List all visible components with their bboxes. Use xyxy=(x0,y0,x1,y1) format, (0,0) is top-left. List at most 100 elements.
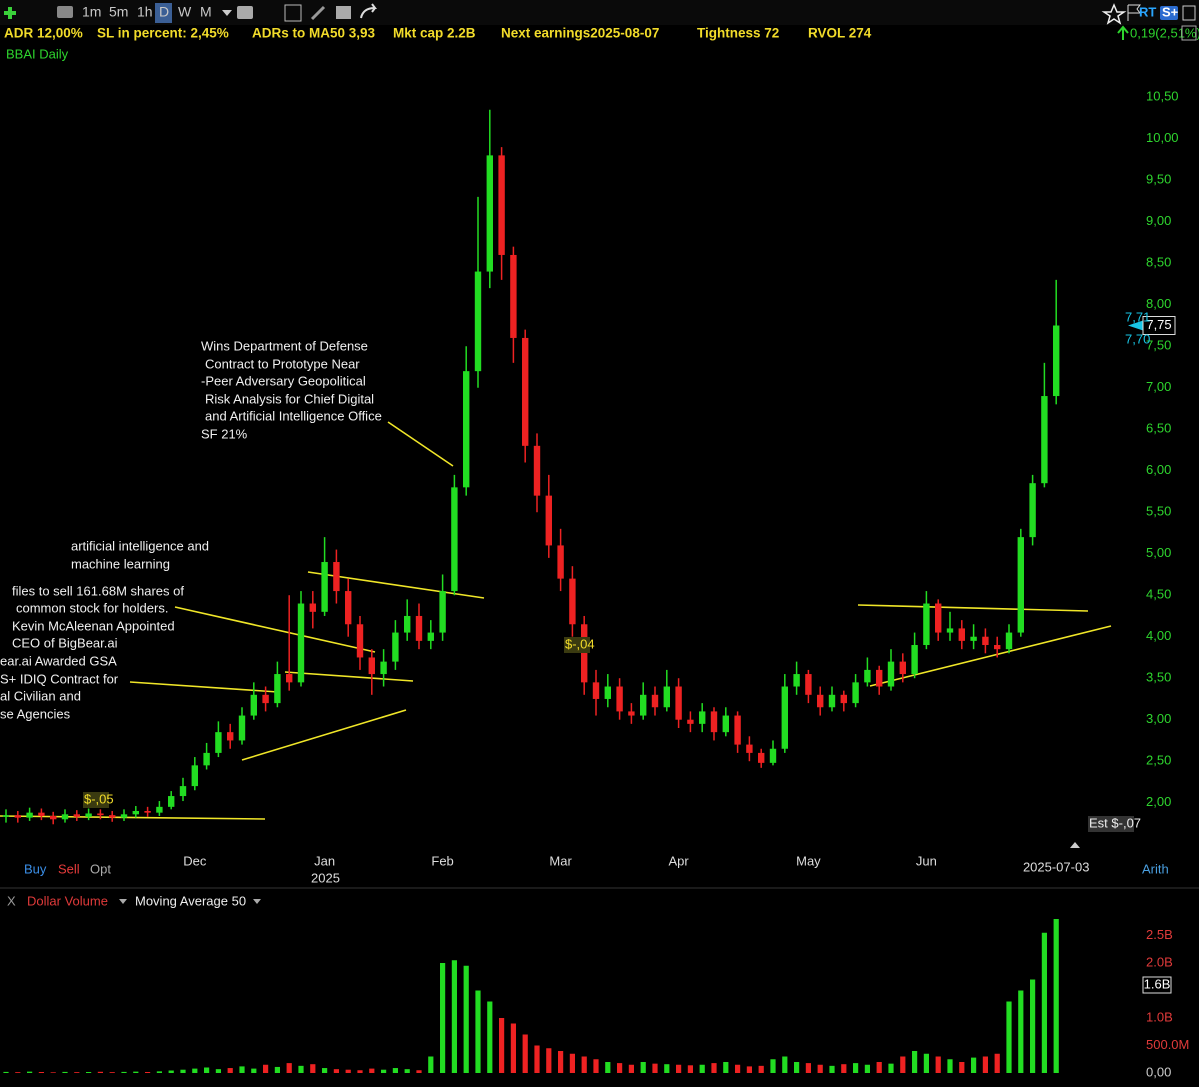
interval-button[interactable]: 5m xyxy=(109,4,128,20)
header-stat: RVOL 274 xyxy=(808,26,872,41)
toolbar xyxy=(0,0,1199,25)
candle-body xyxy=(109,815,116,818)
volume-bar xyxy=(239,1066,245,1073)
draw-icon[interactable] xyxy=(310,5,326,21)
candle-body xyxy=(1041,396,1048,484)
annotation-text: common stock for holders. xyxy=(16,600,168,615)
window-icon[interactable] xyxy=(1182,5,1196,21)
print-icon[interactable] xyxy=(57,6,73,18)
candle-body xyxy=(85,813,92,817)
dropdown-icon[interactable] xyxy=(119,899,127,904)
volume-bar xyxy=(428,1056,434,1073)
volume-bar xyxy=(770,1059,776,1073)
flag-icon[interactable] xyxy=(1127,4,1141,21)
interval-button[interactable]: D xyxy=(159,4,169,20)
candle-body xyxy=(368,657,375,675)
candle-body xyxy=(640,694,647,716)
candle-body xyxy=(616,686,623,712)
share-icon[interactable] xyxy=(360,3,377,19)
add-icon[interactable] xyxy=(4,7,16,19)
volume-bar xyxy=(617,1063,623,1073)
volume-bar xyxy=(168,1070,174,1073)
candle-body xyxy=(97,813,104,816)
candle-body xyxy=(274,674,281,704)
y-tick-label: 4,00 xyxy=(1146,628,1171,643)
volume-bar xyxy=(676,1064,682,1073)
header-stat: Next earnings2025-08-07 xyxy=(501,26,659,41)
header-stat: ADR 12,00% xyxy=(4,26,83,41)
candle-body xyxy=(887,661,895,687)
candle-body xyxy=(592,682,600,699)
volume-bars xyxy=(3,919,1059,1073)
trendline xyxy=(241,709,407,761)
scale-mode[interactable]: Arith xyxy=(1142,861,1169,876)
annotation-text: SF 21% xyxy=(201,426,248,441)
grid-icon[interactable] xyxy=(284,4,302,22)
x-tick-label: 2025-07-03 xyxy=(1023,859,1090,874)
candle-body xyxy=(144,810,151,813)
volume-bar xyxy=(156,1071,162,1073)
dropdown-icon[interactable] xyxy=(222,10,232,16)
candle-body xyxy=(628,711,635,716)
candle-body xyxy=(451,487,458,592)
y-tick-label: 6,00 xyxy=(1146,462,1171,477)
candle-body xyxy=(1029,483,1036,538)
y-tick-label: 1.0B xyxy=(1146,1009,1173,1024)
candle-body xyxy=(26,812,33,818)
earnings-marker-bg xyxy=(564,637,590,653)
volume-bar xyxy=(286,1063,292,1073)
annotation-text: Contract to Prototype Near xyxy=(205,356,360,371)
template-icon[interactable] xyxy=(237,6,253,19)
volume-bar xyxy=(86,1072,92,1073)
candle-body xyxy=(758,752,765,763)
volume-bar xyxy=(912,1051,918,1073)
settings-icon[interactable] xyxy=(1181,25,1197,41)
volume-bar xyxy=(451,960,457,1073)
volume-bar xyxy=(888,1063,894,1073)
candle-body xyxy=(227,732,234,741)
candle-body xyxy=(404,615,411,633)
annotation-text: CEO of BigBear.ai xyxy=(12,635,118,650)
candle-body xyxy=(439,591,446,633)
current-volume-label: 1.6B xyxy=(1144,976,1171,991)
buy-button[interactable]: Buy xyxy=(24,861,47,876)
earnings-marker-bg xyxy=(1088,816,1134,832)
volume-bar xyxy=(475,990,481,1073)
opt-button[interactable]: Opt xyxy=(90,861,111,876)
annotation-text: se Agencies xyxy=(0,706,71,721)
candle-body xyxy=(309,603,316,612)
candle-body xyxy=(651,694,659,708)
candle-body xyxy=(533,445,541,496)
volume-bar xyxy=(746,1066,752,1073)
volume-bar xyxy=(322,1068,328,1073)
candle-body xyxy=(50,815,57,820)
alert-icon[interactable] xyxy=(336,6,351,19)
interval-button[interactable]: 1m xyxy=(82,4,101,20)
annotation-text: machine learning xyxy=(71,556,170,571)
candle-body xyxy=(522,337,529,446)
header-stat: Mkt cap 2.2B xyxy=(393,26,476,41)
interval-button[interactable]: W xyxy=(178,4,192,20)
candle-body xyxy=(250,694,257,716)
volume-bar xyxy=(758,1065,764,1073)
interval-button[interactable]: 1h xyxy=(137,4,153,20)
candle-body xyxy=(899,661,906,675)
interval-button[interactable]: M xyxy=(200,4,212,20)
callout-line xyxy=(174,606,376,653)
trendline xyxy=(284,671,414,682)
volume-bar xyxy=(982,1056,988,1073)
candle-body xyxy=(911,645,918,675)
candle-body xyxy=(817,694,824,708)
y-tick-label: 7,00 xyxy=(1146,379,1171,394)
sell-button[interactable]: Sell xyxy=(58,861,80,876)
change-arrow xyxy=(1117,25,1129,40)
volume-bar xyxy=(416,1070,422,1073)
candle-body xyxy=(687,719,694,724)
dropdown-icon[interactable] xyxy=(253,899,261,904)
bid-ask-label: 7,71 xyxy=(1125,309,1150,324)
x-tick-label: Mar xyxy=(549,853,572,868)
volume-title: Dollar Volume xyxy=(27,893,108,908)
volume-close[interactable]: X xyxy=(7,893,16,908)
star-icon[interactable] xyxy=(1101,3,1127,25)
volume-bar xyxy=(711,1063,717,1073)
